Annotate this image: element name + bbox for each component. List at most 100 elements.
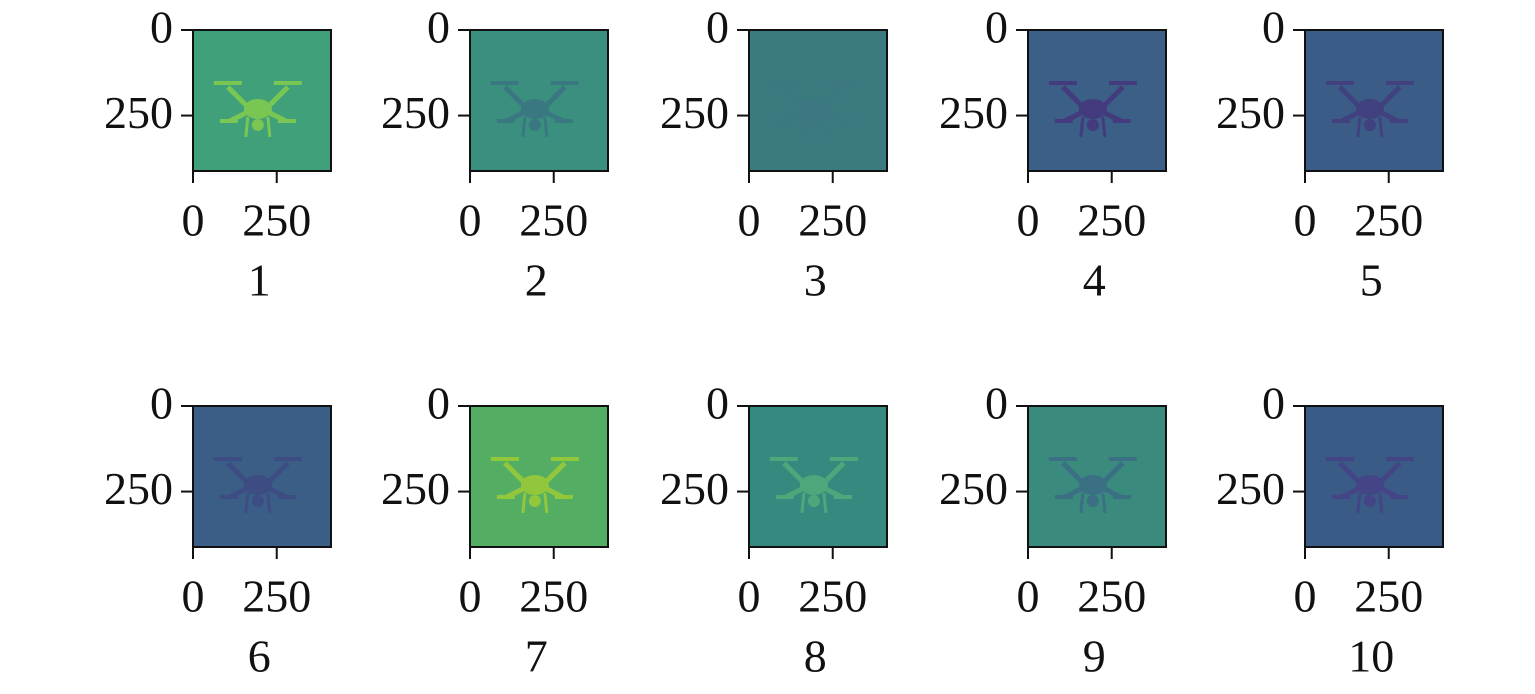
drone-legs: [521, 116, 549, 138]
x-tick-label: 0: [182, 195, 205, 246]
drone-legs: [244, 116, 272, 138]
drone: [213, 80, 302, 138]
x-tick-label: 250: [1354, 571, 1423, 622]
x-tick-label: 0: [1017, 195, 1040, 246]
drone: [1048, 456, 1137, 514]
drone: [490, 456, 579, 514]
drone-arms: [1338, 85, 1402, 124]
x-label: 6: [248, 631, 271, 682]
x-tick-label: 250: [798, 571, 867, 622]
x-tick-label: 0: [459, 195, 482, 246]
x-label: 8: [804, 631, 827, 682]
drone-camera: [807, 118, 820, 131]
y-tick-label: 0: [985, 2, 1008, 53]
drone-rotors: [1048, 80, 1137, 123]
drone-rotors: [1048, 456, 1137, 499]
x-label: 2: [525, 255, 548, 306]
drone-rotors: [213, 80, 302, 123]
drone-camera: [528, 494, 541, 507]
y-tick-label: 0: [706, 378, 729, 429]
x-tick-label: 250: [519, 195, 588, 246]
drone-camera: [251, 494, 264, 507]
drone-arms: [1061, 461, 1125, 500]
drone-body: [799, 474, 828, 495]
drone-legs: [244, 492, 272, 514]
drone-legs: [800, 492, 828, 514]
drone: [1325, 456, 1414, 514]
x-tick-label: 250: [798, 195, 867, 246]
y-tick-label: 0: [150, 2, 173, 53]
drone-camera: [528, 118, 541, 131]
y-tick-label: 0: [1262, 2, 1285, 53]
drone-rotors: [769, 80, 858, 123]
drone-camera: [1086, 118, 1099, 131]
drone-body: [799, 98, 828, 119]
drone-legs: [521, 492, 549, 514]
y-tick-label: 250: [660, 463, 729, 514]
drone-body: [243, 474, 272, 495]
drone-rotors: [1325, 80, 1414, 123]
y-tick-label: 0: [427, 2, 450, 53]
drone-camera: [251, 118, 264, 131]
drone-arms: [1338, 461, 1402, 500]
y-tick-label: 250: [1216, 463, 1285, 514]
drone-rotors: [769, 456, 858, 499]
drone-legs: [1356, 492, 1384, 514]
drone-legs: [1079, 116, 1107, 138]
y-tick-label: 0: [427, 378, 450, 429]
y-tick-label: 250: [1216, 87, 1285, 138]
drone-legs: [800, 116, 828, 138]
y-tick-label: 250: [939, 87, 1008, 138]
drone: [1325, 80, 1414, 138]
x-tick-label: 0: [738, 195, 761, 246]
x-tick-label: 250: [242, 571, 311, 622]
y-tick-label: 0: [150, 378, 173, 429]
drone-body: [1078, 474, 1107, 495]
drone-body: [1078, 98, 1107, 119]
x-tick-label: 0: [459, 571, 482, 622]
drone-arms: [782, 461, 846, 500]
drone-legs: [1356, 116, 1384, 138]
x-tick-label: 250: [1354, 195, 1423, 246]
drone-body: [520, 98, 549, 119]
drone-rotors: [213, 456, 302, 499]
y-tick-label: 250: [939, 463, 1008, 514]
x-tick-label: 0: [1294, 195, 1317, 246]
drone-arms: [782, 85, 846, 124]
drone-arms: [503, 85, 567, 124]
drone-camera: [807, 494, 820, 507]
panel: 0 250 0 250 5: [1216, 2, 1444, 306]
drone: [769, 80, 858, 138]
x-tick-label: 250: [1077, 195, 1146, 246]
x-label: 10: [1348, 631, 1394, 682]
y-tick-label: 0: [706, 2, 729, 53]
y-tick-label: 250: [660, 87, 729, 138]
y-tick-label: 250: [104, 463, 173, 514]
y-tick-label: 0: [985, 378, 1008, 429]
x-label: 4: [1083, 255, 1106, 306]
x-tick-label: 250: [1077, 571, 1146, 622]
x-label: 1: [248, 255, 271, 306]
x-tick-label: 250: [519, 571, 588, 622]
x-label: 7: [525, 631, 548, 682]
panel: 0 250 0 250 3: [660, 2, 888, 306]
y-tick-label: 250: [381, 87, 450, 138]
drone-camera: [1363, 494, 1376, 507]
panel: 0 250 0 250 6: [104, 378, 332, 682]
panel: 0 250 0 250 8: [660, 378, 888, 682]
drone-arms: [226, 85, 290, 124]
x-label: 5: [1360, 255, 1383, 306]
drone-rotors: [1325, 456, 1414, 499]
panel: 0 250 0 250 4: [939, 2, 1167, 306]
panel: 0 250 0 250 9: [939, 378, 1167, 682]
drone-arms: [226, 461, 290, 500]
panel: 0 250 0 250 10: [1216, 378, 1444, 682]
x-tick-label: 0: [1294, 571, 1317, 622]
drone-body: [520, 474, 549, 495]
drone-body: [1355, 474, 1384, 495]
x-tick-label: 250: [242, 195, 311, 246]
panel: 0 250 0 250 2: [381, 2, 609, 306]
drone-arms: [1061, 85, 1125, 124]
y-tick-label: 250: [104, 87, 173, 138]
